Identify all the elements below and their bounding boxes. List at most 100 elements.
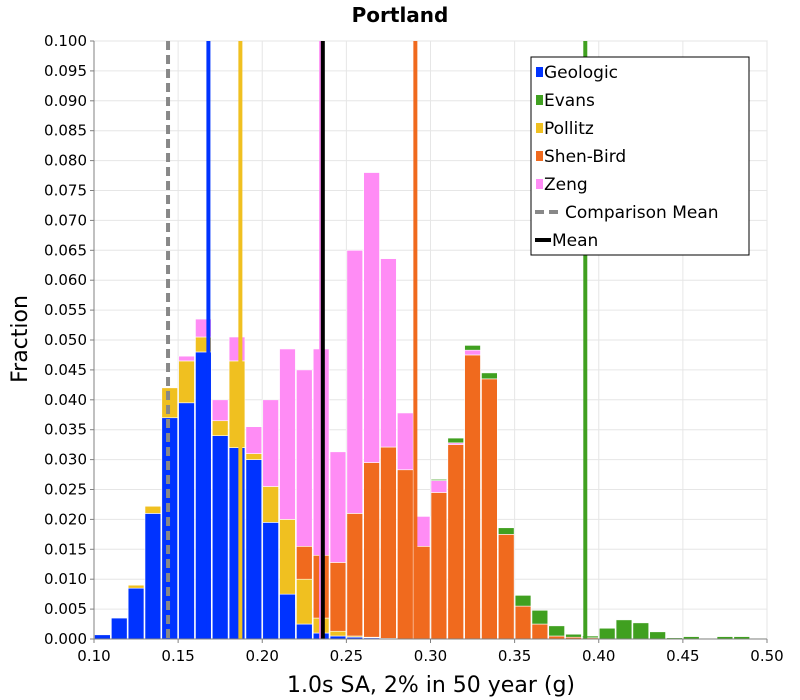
bar-zeng <box>380 258 397 448</box>
bar-evans <box>615 619 633 640</box>
bar-zeng <box>430 480 448 493</box>
y-tick-label: 0.100 <box>44 32 87 50</box>
bar-geologic <box>127 587 145 640</box>
bar-evans <box>531 609 549 625</box>
bar-geologic <box>111 617 128 640</box>
bar-shen-bird <box>296 546 313 580</box>
bar-pollitz <box>262 486 279 523</box>
x-tick-label: 0.20 <box>246 647 279 665</box>
bar-geologic <box>144 513 162 640</box>
bar-shen-bird <box>514 605 532 640</box>
bar-evans <box>481 372 498 380</box>
legend-swatch-zeng <box>536 179 543 189</box>
y-tick-label: 0.025 <box>44 481 87 499</box>
x-tick-label: 0.35 <box>498 647 531 665</box>
bar-shen-bird <box>430 492 448 640</box>
bar-evans <box>649 631 666 640</box>
y-tick-label: 0.020 <box>44 510 87 528</box>
bar-shen-bird <box>447 444 464 640</box>
y-axis-title: Fraction <box>8 295 33 383</box>
bar-pollitz <box>228 360 246 448</box>
legend-label-comparison-mean: Comparison Mean <box>565 203 719 223</box>
bar-shen-bird <box>363 462 380 638</box>
legend-swatch-pollitz <box>536 123 543 133</box>
y-tick-label: 0.000 <box>44 630 87 648</box>
bar-pollitz <box>127 584 145 589</box>
bar-zeng <box>228 336 246 362</box>
x-tick-label: 0.15 <box>161 647 194 665</box>
bar-geologic <box>296 623 313 640</box>
x-tick-label: 0.40 <box>582 647 615 665</box>
x-axis-title: 1.0s SA, 2% in 50 year (g) <box>287 673 575 698</box>
legend-box <box>530 56 750 256</box>
x-tick-label: 0.30 <box>414 647 447 665</box>
bar-pollitz <box>178 360 195 404</box>
y-tick-label: 0.080 <box>44 152 87 170</box>
legend-label-mean: Mean <box>552 231 598 251</box>
x-tick-label: 0.25 <box>330 647 363 665</box>
bar-zeng <box>279 348 296 520</box>
bar-zeng <box>245 426 263 454</box>
y-tick-label: 0.045 <box>44 361 87 379</box>
bar-geologic <box>245 459 263 640</box>
bar-evans <box>447 437 464 444</box>
bar-pollitz <box>279 519 296 595</box>
chart-title: Portland <box>352 3 449 27</box>
x-tick-label: 0.45 <box>666 647 699 665</box>
bar-evans <box>430 479 448 481</box>
legend-swatch-shen-bird <box>536 151 543 161</box>
legend-label-shen-bird: Shen-Bird <box>544 147 626 167</box>
legend: Geologic Evans Pollitz Shen-Bird Zeng Compari… <box>530 56 750 256</box>
bar-geologic <box>178 402 195 640</box>
bar-shen-bird <box>481 378 498 640</box>
bar-pollitz <box>296 578 313 625</box>
bar-shen-bird <box>531 623 549 640</box>
bar-pollitz <box>161 387 178 419</box>
bar-geologic <box>262 522 279 640</box>
bar-shen-bird <box>497 534 515 640</box>
y-tick-label: 0.040 <box>44 391 87 409</box>
legend-swatch-evans <box>536 95 543 105</box>
bar-geologic <box>279 593 296 640</box>
bar-shen-bird <box>380 446 397 639</box>
bar-geologic <box>211 435 229 640</box>
y-tick-label: 0.010 <box>44 570 87 588</box>
bar-zeng <box>397 412 414 471</box>
x-tick-label: 0.50 <box>750 647 783 665</box>
y-tick-label: 0.095 <box>44 62 87 80</box>
legend-label-zeng: Zeng <box>544 175 588 195</box>
y-tick-label: 0.005 <box>44 600 87 618</box>
bar-zeng <box>262 399 279 487</box>
y-tick-label: 0.090 <box>44 92 87 110</box>
bar-evans <box>598 627 616 640</box>
bar-geologic <box>228 447 246 640</box>
bar-evans <box>582 635 599 639</box>
y-tick-label: 0.060 <box>44 271 87 289</box>
legend-swatch-geologic <box>536 67 543 77</box>
bar-zeng <box>329 451 347 563</box>
bar-zeng <box>296 369 313 547</box>
bar-evans <box>497 527 515 535</box>
x-tick-label: 0.10 <box>77 647 110 665</box>
y-tick-label: 0.015 <box>44 540 87 558</box>
bar-zeng <box>464 349 481 356</box>
bar-pollitz <box>144 505 162 514</box>
legend-label-evans: Evans <box>544 91 595 111</box>
bar-evans <box>464 345 481 351</box>
bar-geologic <box>94 634 111 640</box>
y-tick-label: 0.055 <box>44 301 87 319</box>
bar-shen-bird <box>346 513 363 637</box>
bar-zeng <box>211 399 229 422</box>
bar-pollitz <box>329 630 347 637</box>
bar-evans <box>548 625 565 637</box>
y-tick-label: 0.065 <box>44 241 87 259</box>
y-tick-label: 0.050 <box>44 331 87 349</box>
bar-pollitz <box>245 453 263 460</box>
bar-evans <box>565 633 582 638</box>
bar-shen-bird <box>329 562 347 632</box>
bar-shen-bird <box>464 354 481 640</box>
legend-label-pollitz: Pollitz <box>544 119 594 139</box>
bar-evans <box>514 595 532 607</box>
legend-label-geologic: Geologic <box>544 63 618 83</box>
